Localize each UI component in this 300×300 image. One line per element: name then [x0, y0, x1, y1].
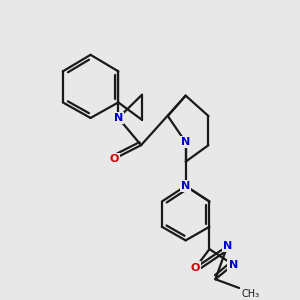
Text: N: N [223, 241, 232, 251]
Text: O: O [191, 262, 200, 273]
Text: CH₃: CH₃ [241, 289, 259, 299]
Text: O: O [110, 154, 119, 164]
Text: N: N [181, 137, 190, 147]
Text: N: N [114, 113, 123, 123]
Text: N: N [229, 260, 238, 270]
Text: N: N [181, 181, 190, 191]
